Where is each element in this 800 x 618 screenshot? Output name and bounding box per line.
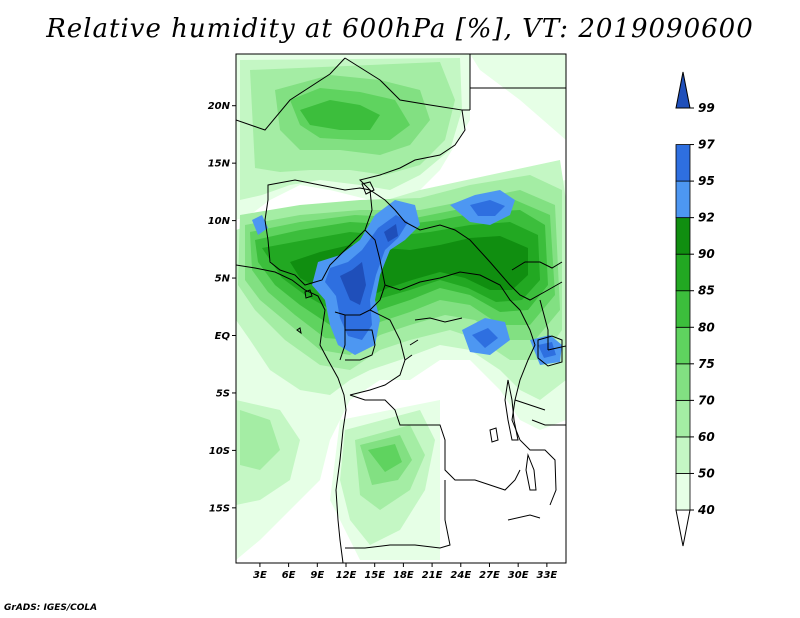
lat-tick-label: 5S [216,388,230,399]
lat-tick-label: 5N [215,274,231,285]
border-nigeria [264,179,373,286]
colorbar-swatch [675,326,691,365]
coastline-west [236,264,347,563]
border-east-africa [511,261,566,426]
bioko-island [304,289,313,299]
colorbar-label: 97 [698,138,715,152]
map-title: Relative humidity at 600hPa [%], VT: 201… [46,14,754,44]
colorbar-swatch [675,363,691,401]
colorbar: 40 50 60 70 75 80 85 90 92 95 97 99 [675,71,715,547]
colorbar-label: 85 [698,284,715,298]
colorbar-label: 60 [698,430,715,444]
lat-tick-label: 10S [209,446,230,457]
country-borders [236,54,566,563]
rh-99-region [340,224,398,305]
river-congo [404,317,463,361]
lake-tanganyika [504,379,519,441]
lat-tick-label: 15S [209,503,230,514]
border-car [384,271,521,311]
lon-tick-label: 33E [536,570,557,581]
map-frame [235,53,567,564]
triangle-up-icon [675,71,691,109]
longitude-axis: 3E 6E 9E 12E 15E 18E 21E 24E 27E 30E 33E [253,563,557,581]
lon-tick-label: 24E [450,570,471,581]
colorbar-label: 80 [698,320,715,334]
lake-mweru [489,427,499,443]
colorbar-swatch [675,144,691,182]
rh-95-region [252,190,562,365]
colorbar-swatch [675,436,691,474]
islands [296,289,313,335]
colorbar-label: 75 [698,357,715,371]
lake-kariba [507,514,541,521]
lon-tick-label: 15E [364,570,385,581]
border-drc-angola [349,394,521,491]
lon-tick-label: 30E [508,570,529,581]
border-angola-zambia [345,480,451,549]
colorbar-label: 92 [698,211,715,225]
sao-tome-island [296,327,302,335]
colorbar-label: 95 [698,174,715,188]
grads-credit: GrADS: IGES/COLA [4,603,98,613]
lon-tick-label: 12E [336,570,357,581]
lon-tick-label: 3E [253,570,267,581]
border-libya-egypt-sudan [462,54,566,111]
border-drc-east [511,309,557,506]
lon-tick-label: 9E [310,570,324,581]
lon-tick-label: 21E [422,570,443,581]
lake-victoria [537,335,563,367]
colorbar-swatch [675,399,691,438]
colorbar-label: 70 [698,393,715,407]
lat-tick-label: EQ [215,331,231,342]
lat-tick-label: 15N [208,159,231,170]
colorbar-swatch [675,290,691,328]
colorbar-swatch [675,217,691,255]
lat-tick-label: 20N [208,101,231,112]
border-cameroon [334,229,386,316]
lat-tick-label: 10N [208,216,231,227]
lon-tick-label: 27E [479,570,500,581]
colorbar-swatch [675,253,691,292]
lake-malawi [525,453,537,491]
border-north-niger-chad [236,57,466,191]
colorbar-label: 90 [698,247,715,261]
colorbar-label: 99 [698,101,715,115]
humidity-field [236,54,566,563]
colorbar-swatch [675,180,691,219]
colorbar-label: 50 [698,466,715,480]
lon-tick-label: 6E [282,570,296,581]
lon-tick-label: 18E [393,570,414,581]
colorbar-label: 40 [697,503,715,517]
border-chad-car-sudan [369,189,563,301]
lake-chad [361,181,375,195]
triangle-down-icon [675,509,691,547]
rh-97-region [325,200,556,358]
colorbar-swatch [675,473,691,511]
border-congo-gabon [339,309,406,396]
latitude-axis: 20N 15N 10N 5N EQ 5S 10S 15S [208,101,236,514]
